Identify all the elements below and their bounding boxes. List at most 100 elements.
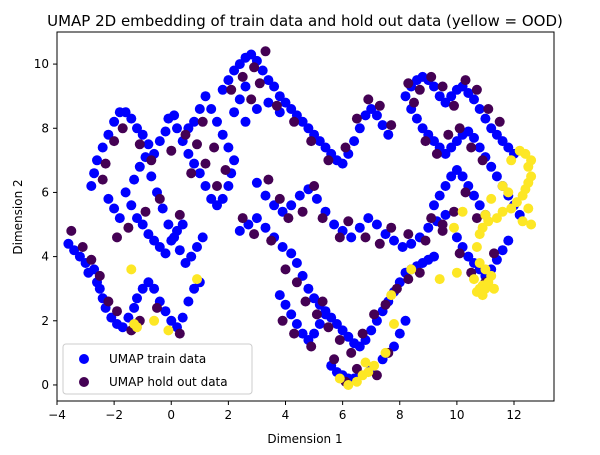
- data-point: [280, 97, 291, 108]
- data-point: [440, 181, 451, 191]
- data-point: [186, 251, 197, 262]
- data-point: [143, 139, 154, 150]
- data-point: [297, 270, 308, 281]
- data-point: [126, 200, 137, 211]
- data-point: [486, 161, 497, 172]
- data-point: [334, 232, 345, 243]
- data-point: [314, 136, 325, 147]
- data-point: [74, 251, 85, 262]
- data-point: [434, 274, 445, 285]
- data-point: [460, 187, 471, 198]
- data-point: [134, 161, 145, 172]
- data-point: [66, 225, 77, 236]
- data-point: [174, 209, 185, 220]
- data-point: [446, 91, 457, 102]
- data-point: [197, 232, 208, 243]
- data-point: [346, 347, 357, 358]
- data-point: [114, 213, 125, 224]
- y-axis-ticks: 0 2 4 6 8 10: [34, 57, 57, 392]
- legend-box: [62, 343, 253, 395]
- data-point: [240, 116, 251, 127]
- data-point: [320, 309, 331, 320]
- data-point: [434, 91, 445, 102]
- data-point: [451, 267, 462, 278]
- data-point: [240, 81, 251, 92]
- legend-marker-holdout: [79, 377, 89, 387]
- data-point: [260, 190, 271, 201]
- data-point: [414, 84, 425, 95]
- data-point: [297, 206, 308, 217]
- data-point: [329, 219, 340, 230]
- data-point: [229, 65, 240, 76]
- data-point: [192, 139, 202, 150]
- data-point: [403, 229, 414, 240]
- data-point: [194, 168, 205, 179]
- data-point: [120, 187, 131, 198]
- data-point: [486, 193, 497, 204]
- data-point: [154, 136, 165, 147]
- x-tick-label: −2: [105, 408, 123, 422]
- x-tick-label: 0: [167, 408, 175, 422]
- data-point: [449, 222, 459, 233]
- legend-marker-train: [79, 354, 89, 364]
- data-point: [109, 136, 120, 147]
- data-point: [154, 242, 165, 252]
- data-point: [132, 322, 142, 333]
- data-point: [112, 306, 122, 317]
- x-tick-label: −4: [48, 408, 66, 422]
- chart-title: UMAP 2D embedding of train data and hold…: [47, 12, 563, 30]
- data-point: [89, 264, 100, 275]
- data-point: [254, 78, 265, 89]
- data-point: [437, 81, 448, 92]
- data-point: [409, 97, 419, 108]
- data-point: [294, 190, 305, 201]
- data-point: [477, 290, 488, 301]
- data-point: [357, 328, 368, 339]
- data-point: [152, 302, 162, 313]
- data-point: [212, 181, 222, 191]
- data-point: [311, 193, 322, 204]
- data-point: [263, 75, 274, 86]
- data-point: [69, 245, 80, 256]
- data-point: [106, 312, 117, 323]
- data-point: [249, 229, 260, 240]
- data-point: [217, 193, 228, 204]
- data-point: [451, 232, 462, 243]
- data-point: [160, 126, 171, 137]
- data-point: [277, 315, 288, 326]
- data-point: [483, 104, 494, 114]
- data-point: [491, 171, 502, 182]
- data-point: [271, 100, 282, 111]
- data-point: [474, 142, 485, 153]
- data-point: [366, 104, 377, 114]
- data-point: [100, 158, 111, 169]
- data-point: [420, 136, 431, 147]
- data-point: [223, 75, 234, 86]
- data-point: [491, 213, 502, 224]
- data-point: [149, 283, 160, 294]
- data-point: [220, 165, 231, 175]
- data-point: [469, 190, 479, 201]
- x-axis-ticks: −4 −2 0 2 4 6 8 10 12: [48, 401, 522, 422]
- data-point: [183, 296, 194, 307]
- data-point: [200, 158, 211, 169]
- data-point: [486, 270, 497, 281]
- data-point: [286, 104, 297, 114]
- data-point: [234, 94, 245, 105]
- data-point: [471, 242, 482, 252]
- data-point: [451, 136, 462, 147]
- data-point: [354, 222, 365, 233]
- data-point: [309, 181, 320, 191]
- data-point: [172, 123, 182, 134]
- data-point: [391, 283, 402, 294]
- data-point: [260, 222, 271, 233]
- data-point: [283, 213, 294, 224]
- data-point: [329, 354, 340, 365]
- data-point: [149, 235, 160, 246]
- data-point: [506, 155, 517, 166]
- data-point: [343, 331, 354, 342]
- x-tick-label: 10: [449, 408, 464, 422]
- data-point: [212, 200, 222, 211]
- data-point: [474, 104, 485, 114]
